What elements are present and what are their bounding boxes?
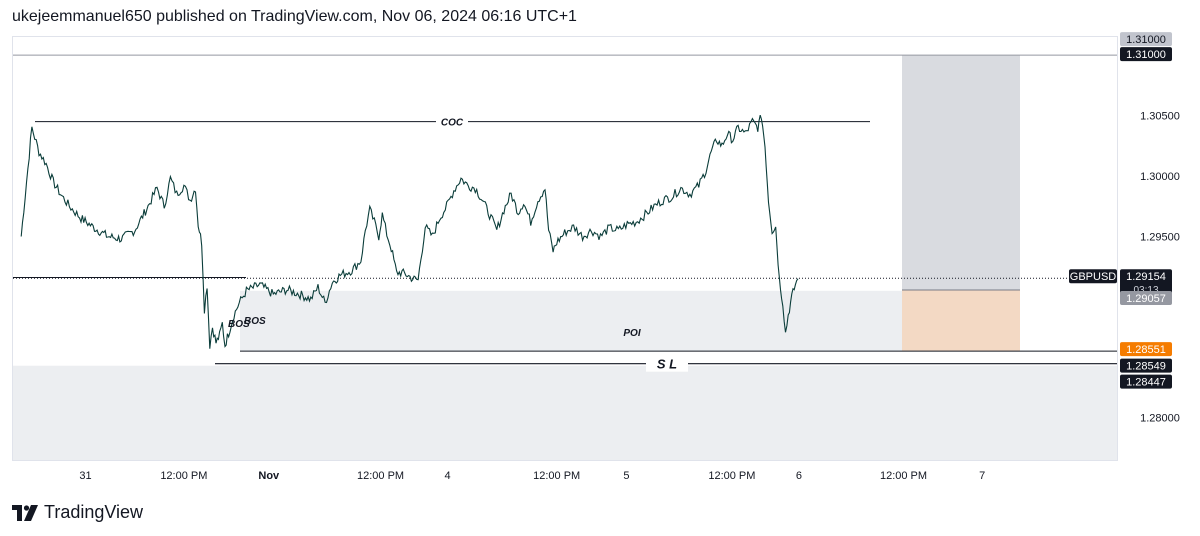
target-tag — [1120, 47, 1172, 62]
symbol-tag — [1069, 269, 1117, 284]
stop-tag-text: 1.28551 — [1126, 344, 1166, 356]
entry-tag-text: 1.29057 — [1126, 293, 1166, 305]
level-a-tag — [1120, 358, 1172, 373]
x-axis: 31 12:00 PM Nov 12:00 PM 4 12:00 PM 5 12:00 PM 6… — [79, 470, 985, 482]
target-zone — [902, 55, 1020, 290]
x-tick-label: 12:00 PM — [533, 470, 580, 482]
x-tick-label: 4 — [445, 470, 451, 482]
stop-zone — [902, 289, 1020, 352]
demand-zone — [13, 365, 1117, 460]
x-tick-label: 12:00 PM — [160, 470, 207, 482]
brand-name[interactable]: TradingView — [44, 502, 144, 522]
x-tick-label: 5 — [623, 470, 629, 482]
y-tick-label: 1.29500 — [1140, 231, 1180, 243]
level-b-tag — [1120, 374, 1172, 389]
level-a-tag-text: 1.28549 — [1126, 361, 1166, 373]
bos-label-left: BOS — [228, 319, 250, 330]
y-tick-label: 1.28000 — [1140, 413, 1180, 425]
x-tick-label: 31 — [79, 470, 91, 482]
price-tags: 1.31000 1.31000 GBPUSD 1.29154 03:13 1.2… — [1069, 32, 1172, 389]
symbol-tag-text: GBPUSD — [1070, 271, 1117, 283]
x-tick-label: 12:00 PM — [357, 470, 404, 482]
x-tick-label: 12:00 PM — [880, 470, 927, 482]
target-top-tag — [1120, 32, 1172, 47]
footer: TradingView — [12, 502, 143, 523]
y-axis: 1.30500 1.30000 1.29500 1.28000 — [1140, 111, 1180, 425]
target-top-tag-text: 1.31000 — [1126, 34, 1166, 46]
coc-label-bg — [436, 114, 468, 129]
y-tick-label: 1.30500 — [1140, 111, 1180, 123]
price-series — [20, 114, 799, 349]
sl-label: S L — [657, 357, 677, 372]
current-price-tag — [1120, 269, 1172, 298]
x-tick-label: 7 — [979, 470, 985, 482]
price-line-segment-1 — [20, 114, 799, 349]
stop-tag — [1120, 342, 1172, 357]
countdown-text: 03:13 — [1133, 285, 1158, 296]
x-tick-label: 6 — [796, 470, 802, 482]
y-tick-label: 1.30000 — [1140, 171, 1180, 183]
bos-label-right: BOS — [244, 316, 266, 327]
poi-label: POI — [623, 328, 640, 339]
publish-header: ukejeemmanuel650 published on TradingVie… — [12, 8, 577, 25]
coc-label: COC — [441, 118, 464, 129]
sl-label-bg — [646, 355, 688, 372]
x-tick-label: Nov — [258, 470, 280, 482]
level-b-tag-text: 1.28447 — [1126, 377, 1166, 389]
chart-frame[interactable] — [12, 36, 1118, 461]
tradingview-logo-icon[interactable] — [12, 504, 38, 521]
x-tick-label: 12:00 PM — [708, 470, 755, 482]
entry-tag — [1120, 290, 1172, 305]
target-tag-text: 1.31000 — [1126, 49, 1166, 61]
current-price-tag-text: 1.29154 — [1126, 271, 1166, 283]
poi-zone — [240, 290, 902, 352]
